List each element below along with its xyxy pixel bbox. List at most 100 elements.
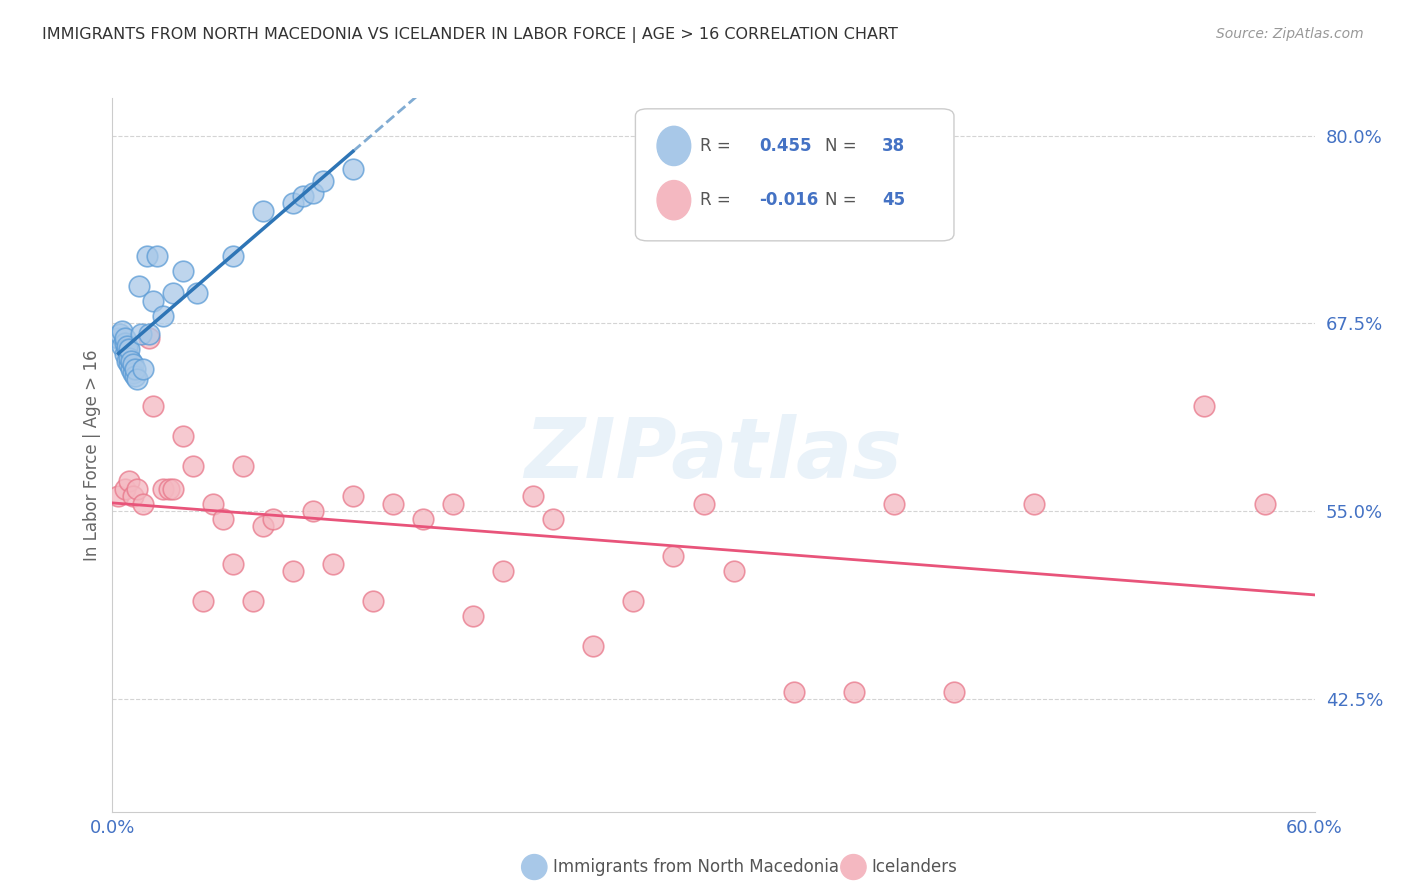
Text: N =: N =: [825, 137, 862, 155]
Point: [582, 640, 605, 654]
Point: [1253, 497, 1275, 511]
Point: [291, 188, 314, 202]
Point: [662, 549, 685, 564]
Point: [382, 497, 405, 511]
Point: [107, 331, 129, 345]
Point: [141, 293, 163, 308]
Point: [262, 512, 284, 526]
Point: [107, 489, 129, 503]
Point: [412, 512, 434, 526]
Point: [281, 196, 304, 211]
Point: [172, 264, 194, 278]
Text: N =: N =: [825, 191, 862, 209]
Point: [211, 512, 233, 526]
Point: [942, 684, 965, 698]
Point: [322, 557, 344, 571]
Point: [201, 497, 224, 511]
Point: [131, 497, 153, 511]
Point: [117, 342, 139, 356]
Point: [723, 565, 745, 579]
Point: [157, 482, 180, 496]
Text: 45: 45: [882, 191, 905, 209]
Point: [117, 351, 139, 365]
Point: [114, 336, 136, 351]
Point: [441, 497, 464, 511]
Ellipse shape: [657, 127, 690, 166]
Point: [172, 429, 194, 443]
Point: [145, 249, 167, 263]
Point: [115, 354, 138, 368]
Text: Source: ZipAtlas.com: Source: ZipAtlas.com: [1216, 27, 1364, 41]
Point: [114, 482, 136, 496]
Point: [141, 399, 163, 413]
Point: [1194, 399, 1216, 413]
Point: [522, 489, 544, 503]
Point: [117, 357, 139, 371]
Point: [461, 609, 484, 624]
Point: [125, 482, 148, 496]
Point: [117, 474, 139, 488]
Point: [121, 357, 143, 371]
Point: [121, 489, 143, 503]
Point: [342, 489, 364, 503]
Point: [135, 249, 157, 263]
Y-axis label: In Labor Force | Age > 16: In Labor Force | Age > 16: [83, 349, 101, 561]
Point: [120, 361, 142, 376]
Point: [232, 459, 254, 474]
Point: [543, 512, 565, 526]
Point: [252, 519, 274, 533]
Point: [120, 354, 142, 368]
Point: [152, 482, 174, 496]
Point: [222, 557, 245, 571]
Point: [492, 565, 515, 579]
Point: [162, 482, 184, 496]
Point: [121, 366, 143, 380]
Ellipse shape: [657, 180, 690, 219]
Point: [883, 497, 905, 511]
Text: 0.455: 0.455: [759, 137, 811, 155]
Text: Immigrants from North Macedonia: Immigrants from North Macedonia: [553, 858, 838, 876]
Point: [114, 331, 136, 345]
Point: [782, 684, 804, 698]
Point: [842, 684, 865, 698]
Point: [125, 372, 148, 386]
Point: [186, 286, 208, 301]
Text: R =: R =: [700, 137, 737, 155]
Point: [342, 161, 364, 176]
Point: [692, 497, 714, 511]
Point: [191, 594, 214, 608]
Text: IMMIGRANTS FROM NORTH MACEDONIA VS ICELANDER IN LABOR FORCE | AGE > 16 CORRELATI: IMMIGRANTS FROM NORTH MACEDONIA VS ICELA…: [42, 27, 898, 43]
Point: [129, 326, 152, 341]
Text: Icelanders: Icelanders: [872, 858, 957, 876]
Point: [252, 203, 274, 218]
Point: [111, 339, 134, 353]
Point: [110, 326, 132, 341]
Text: ZIPatlas: ZIPatlas: [524, 415, 903, 495]
Point: [312, 174, 335, 188]
Point: [1024, 497, 1046, 511]
Point: [302, 504, 325, 518]
Point: [138, 331, 160, 345]
Text: -0.016: -0.016: [759, 191, 818, 209]
Point: [222, 249, 245, 263]
Point: [281, 565, 304, 579]
Point: [124, 361, 146, 376]
Point: [361, 594, 384, 608]
Point: [302, 186, 325, 200]
Point: [115, 339, 138, 353]
Point: [115, 342, 138, 356]
Point: [152, 309, 174, 323]
Point: [242, 594, 264, 608]
Point: [131, 361, 153, 376]
Point: [114, 346, 136, 360]
Point: [621, 594, 644, 608]
Point: [162, 286, 184, 301]
Point: [111, 324, 134, 338]
Point: [124, 369, 146, 384]
Point: [181, 459, 204, 474]
Point: [138, 326, 160, 341]
Point: [128, 279, 150, 293]
Text: 38: 38: [882, 137, 905, 155]
FancyBboxPatch shape: [636, 109, 953, 241]
Text: R =: R =: [700, 191, 737, 209]
